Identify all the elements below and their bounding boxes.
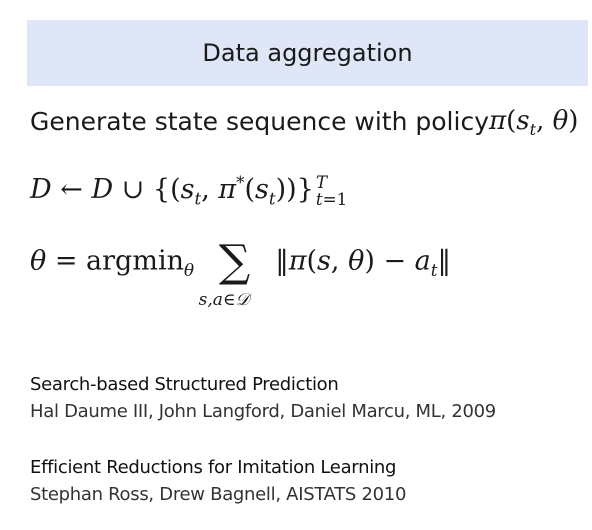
reference-1-authors: Hal Daume III, John Langford, Daniel Mar… [30, 401, 496, 422]
argmin-equation: θ = argminθ ∑ s,a∈𝒟 ‖π(s, θ) − at‖ [30, 236, 451, 311]
reference-2-authors: Stephan Ross, Drew Bagnell, AISTATS 2010 [30, 484, 407, 505]
title-banner: Data aggregation [27, 20, 588, 86]
summation-symbol: ∑ s,a∈𝒟 [198, 236, 251, 311]
slide-title: Data aggregation [202, 39, 413, 67]
policy-formula: π(st, θ) [489, 106, 579, 140]
reference-2-title: Efficient Reductions for Imitation Learn… [30, 457, 397, 478]
policy-statement: Generate state sequence with policy [30, 107, 489, 136]
reference-1-title: Search-based Structured Prediction [30, 374, 339, 395]
